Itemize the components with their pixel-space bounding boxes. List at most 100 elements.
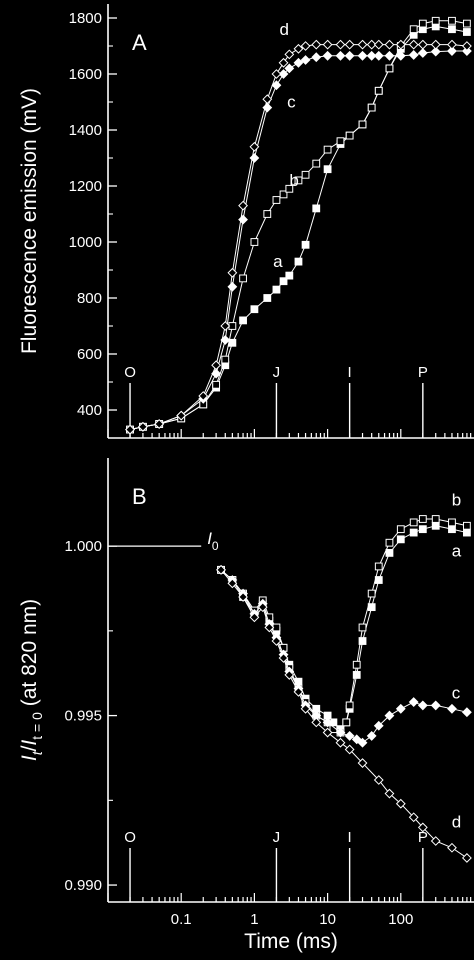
panel-a-series-c-point (384, 50, 395, 61)
panel-a-label: A (132, 30, 147, 55)
panel-b-series-d-point (461, 853, 472, 863)
panel-a-series-a-point (301, 240, 310, 249)
panel-b-y-tick-label: 1.000 (64, 538, 102, 555)
panel-a-series-a-point (239, 316, 247, 325)
panel-b-series-d-point (373, 775, 384, 785)
panel-a-series-d-point (220, 321, 231, 331)
panel-a-event-label-J: J (273, 364, 281, 381)
shared-axis-labels: Fluorescence emission (mV)It/It = 0 (at … (18, 88, 338, 953)
panel-b-curve-label-d: d (452, 812, 461, 831)
panel-b-series-c-point (417, 700, 428, 711)
panel-b-series-d-point (322, 727, 333, 738)
panel-b-series-d-point (447, 842, 457, 853)
panel-a-series-b-point (212, 380, 221, 389)
panel-b-series-c-point (430, 700, 441, 711)
panel-a-series-d-point (395, 39, 406, 50)
panel-b-series-d-point (271, 636, 282, 646)
y-axis-title-part: / (18, 745, 41, 751)
panel-b-event-label-I: I (348, 829, 352, 846)
panel-b-series-c-point (344, 731, 355, 741)
panel-a-series-a-point (294, 257, 303, 266)
panel-b-series-b-point (342, 718, 351, 727)
panel-a-series-d-point (357, 39, 368, 50)
panel-a-series-c-point (284, 63, 295, 74)
panel-b-series-d-point (300, 703, 311, 714)
panel-a-series-d-point (176, 410, 187, 421)
y-axis-title-part: t (29, 750, 45, 755)
panel-a-series-a-point (272, 285, 281, 294)
panel-a-series-c-point (430, 46, 441, 57)
panel-b-series-d-point (238, 592, 248, 602)
panel-b-series-b-point (448, 518, 456, 527)
panel-a-series-c-point (344, 50, 355, 61)
panel-a-series-c-point (395, 50, 406, 61)
panel-b-series-b-point (385, 538, 394, 547)
panel-a-series-c-point (461, 46, 472, 56)
panel-b-series-b-point (358, 623, 367, 632)
panel-a-series-d-point (430, 39, 441, 50)
panel-b-series-b-point (409, 518, 418, 527)
panel-b-series-d-point (417, 822, 428, 833)
panel-a-series-c-point (447, 46, 457, 56)
panel-b-series-a-point (448, 525, 456, 534)
panel-b-series-b-point (352, 660, 361, 669)
panel-a-series-d-point (311, 39, 322, 50)
panel-b-series-a-point (352, 671, 361, 679)
panel-a-series-a-point (312, 204, 321, 213)
panel-b-series-c-point (366, 731, 377, 741)
panel-a-series-d-point (335, 39, 346, 50)
panel-a-curve-label-a: a (273, 252, 283, 271)
x-axis-title: Time (ms) (244, 930, 338, 953)
y-axis-title-part: I (18, 755, 41, 761)
panel-a-series-b-point (279, 190, 288, 199)
panel-b-series-a-point (358, 637, 367, 645)
panel-a-series-b-point (272, 196, 281, 204)
panel-a-series-b-point (250, 238, 259, 246)
panel-a-y-tick-label: 800 (77, 290, 102, 307)
panel-a-series-b-point (418, 19, 427, 28)
panel-a-series-d-point (447, 39, 457, 50)
y-axis-title-part: t = 0 (29, 712, 45, 740)
panel-b-series-c-point (335, 727, 346, 738)
panel-a-series-b-point (301, 170, 310, 179)
panel-a-series-d-point (278, 57, 289, 68)
panel-a-series-b-point (336, 137, 345, 146)
panel-a-series-b-point (409, 25, 418, 34)
panel-a-series-b-line (129, 20, 467, 431)
panel-b-series-c-point (373, 720, 384, 731)
panel-a-y-tick-label: 1800 (69, 10, 102, 27)
panel-a-series-a-point (228, 338, 237, 347)
panel-a-series-b-point (294, 176, 303, 185)
panel-a-series-d-point (238, 200, 248, 211)
panel-a-event-label-P: P (418, 364, 428, 381)
panel-b-series-c-point (461, 707, 472, 718)
panel-b-series-c-point (408, 697, 419, 707)
panel-b-series-a-point (396, 535, 405, 544)
panel-b-series-b-point (418, 515, 427, 523)
panel-a-y-tick-label: 400 (77, 402, 102, 419)
panel-b: 0.1 1 10 100 0.990 0.995 1.000 O J I P B b a c d I0 (64, 458, 474, 928)
panel-a-series-d-point (293, 43, 304, 54)
panel-b-series-a-point (418, 525, 427, 534)
panel-b-series-d-point (408, 812, 419, 823)
panel-a-series-d-point (284, 49, 295, 60)
panel-a-series-c-point (357, 50, 368, 61)
panel-a-y-tick-label: 600 (77, 346, 102, 363)
panel-a-series-d-point (125, 424, 135, 435)
panel-a-series-c-point (293, 57, 304, 68)
panel-b-series-b-point (367, 589, 376, 598)
panel-b-x-tick-label: 10 (319, 911, 336, 928)
panel-b-y-tick-label: 0.990 (64, 877, 102, 894)
panel-a-series-d-point (211, 360, 222, 371)
panel-b-reference-label: I0 (207, 529, 219, 553)
panel-b-series-d-point (357, 758, 368, 768)
panel-b-event-label-O: O (124, 829, 136, 846)
panel-a-series-a-point (250, 305, 259, 314)
panel-a-series-b-point (239, 274, 247, 283)
panel-a-series-d-point (300, 41, 311, 51)
panel-b-series-d-point (395, 798, 406, 809)
panel-b-x-tick-label: 0.1 (171, 911, 192, 928)
panel-b-y-tick-label: 0.995 (64, 708, 102, 725)
panel-b-series-b-point (431, 515, 440, 523)
panel-a-series-d-point (249, 141, 260, 152)
